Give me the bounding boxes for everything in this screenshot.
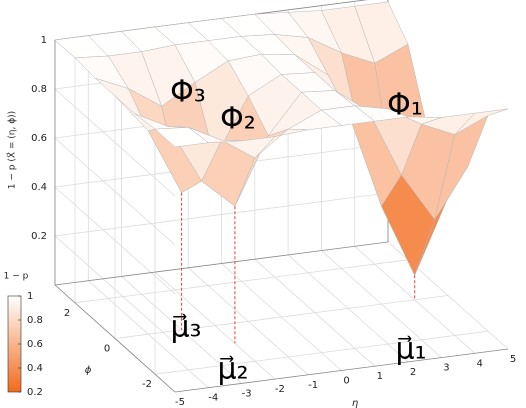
well-label: Φ₃ — [170, 75, 206, 110]
y-tick-label: 2 — [64, 308, 70, 319]
colorbar-tick-label: 1 — [27, 291, 33, 302]
well-label: Φ₂ — [220, 102, 256, 137]
x-tick-label: 3 — [443, 363, 449, 374]
z-tick-label: 0.4 — [31, 182, 47, 193]
box-edge — [174, 348, 509, 393]
x-axis-label: η — [352, 398, 358, 408]
x-tick-label: 4 — [477, 358, 483, 369]
x-tick-label: 0 — [343, 376, 349, 387]
box-edge — [54, 284, 176, 393]
x-tick-label: -1 — [308, 380, 318, 391]
y-axis-label: ϕ — [85, 365, 92, 376]
y-tick-label: -2 — [142, 379, 152, 390]
colorbar-tick-label: 0.4 — [27, 363, 43, 374]
y-grid-line — [74, 259, 409, 304]
point-label: μ⃗₁ — [395, 332, 426, 367]
z-axis-label: 1 − p (X⃗ = (η, ϕ)) — [6, 111, 18, 189]
x-tick-label: 2 — [410, 367, 416, 378]
z-tick-label: 0.6 — [31, 133, 47, 144]
x-tick-label: -3 — [242, 388, 252, 399]
x-tick-label: 1 — [377, 371, 383, 382]
well-label: Φ₁ — [387, 88, 423, 123]
y-grid-line — [114, 295, 449, 339]
x-tick-label: -5 — [175, 397, 185, 408]
x-tick-label: 5 — [510, 354, 516, 365]
point-label: μ⃗₃ — [170, 310, 201, 345]
z-tick-label: 0.2 — [31, 231, 47, 242]
colorbar-tick-label: 0.2 — [27, 387, 43, 398]
z-tick-label: 0.8 — [31, 84, 47, 95]
x-tick-label: -2 — [275, 384, 285, 395]
surface-patch — [154, 127, 209, 148]
y-grid-line — [154, 330, 489, 375]
x-tick-label: -4 — [208, 393, 218, 404]
box-edge — [54, 241, 389, 286]
colorbar-tick-label: 0.6 — [27, 339, 43, 350]
colorbar-label: 1 − p — [4, 272, 29, 282]
point-label: μ⃗₂ — [217, 352, 248, 387]
colorbar-tick-label: 0.8 — [27, 315, 43, 326]
z-tick-label: 1 — [41, 35, 47, 46]
y-tick-label: 0 — [104, 344, 110, 355]
